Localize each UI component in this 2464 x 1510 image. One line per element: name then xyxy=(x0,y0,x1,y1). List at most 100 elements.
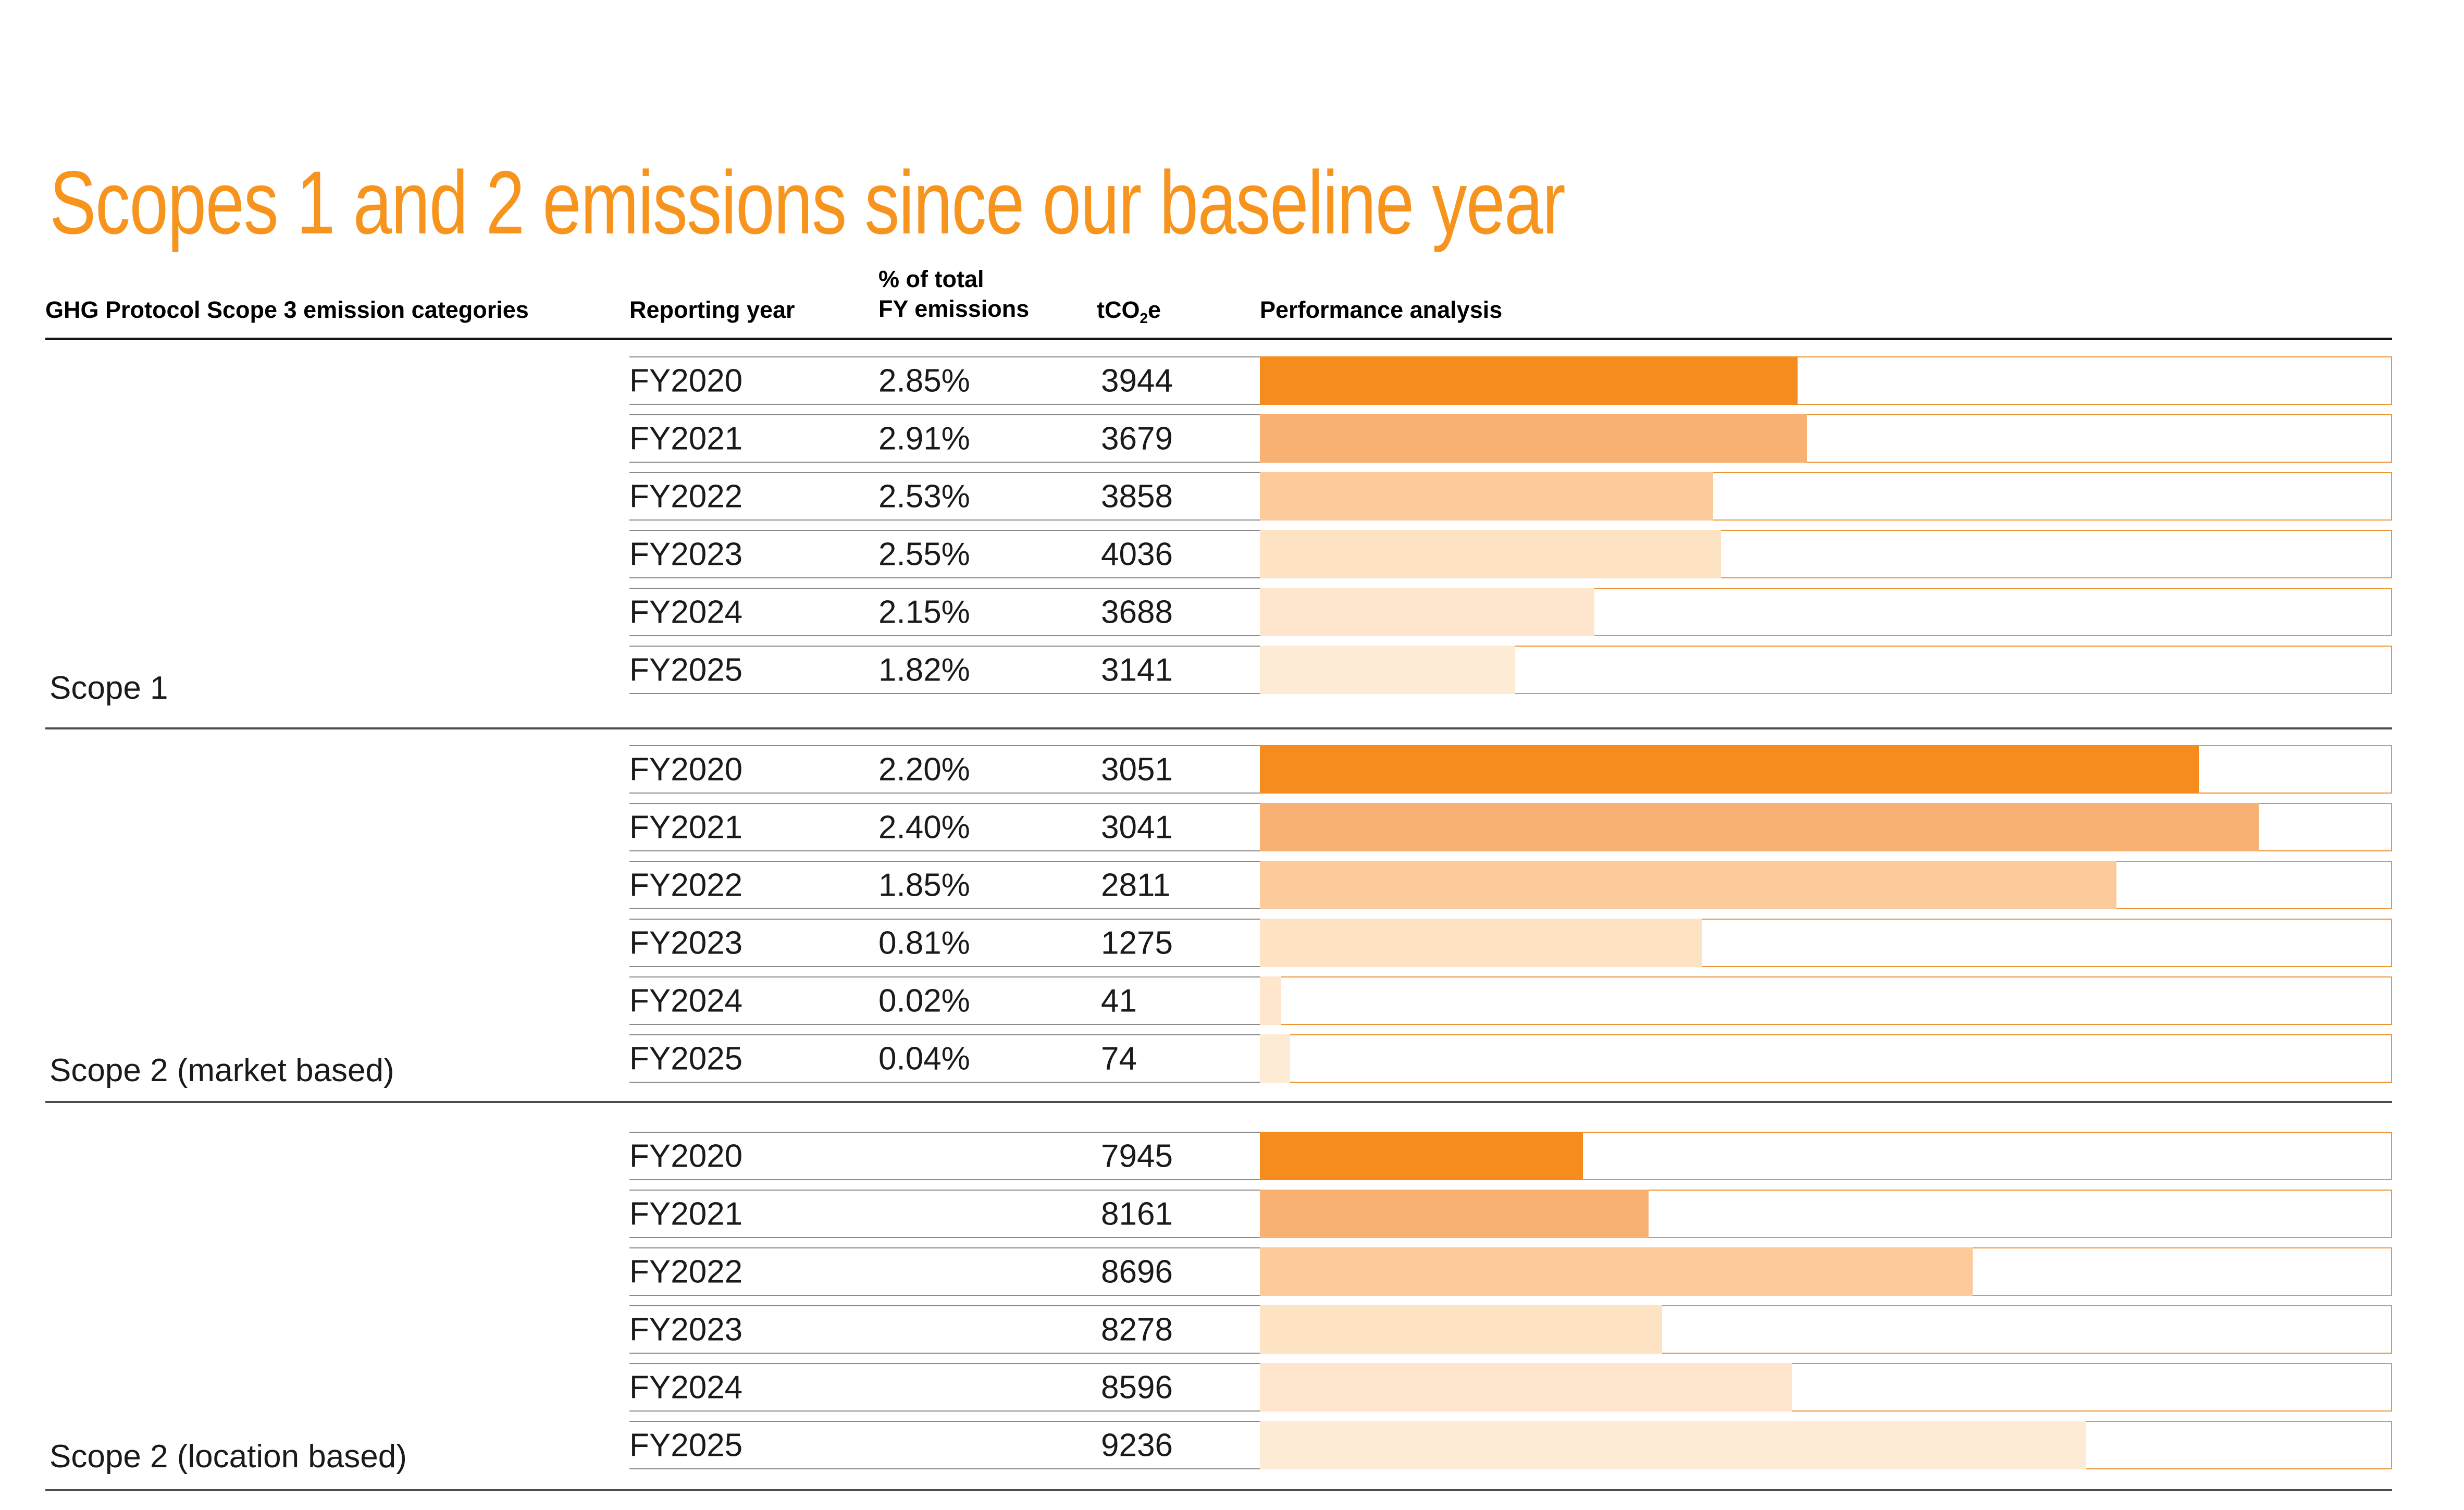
table-row: FY2020 2.85% 3944 xyxy=(45,356,2392,405)
reporting-year-cell: FY2020 xyxy=(629,1138,743,1174)
row-left-spacer xyxy=(45,530,629,578)
reporting-year-cell: FY2024 xyxy=(629,1369,743,1405)
performance-bar-fill xyxy=(1260,530,1721,578)
scope-label: Scope 2 (location based) xyxy=(49,1439,407,1475)
row-left-spacer xyxy=(45,803,629,851)
pct-of-total-cell: 1.85% xyxy=(878,867,970,903)
pct-header-line2: FY emissions xyxy=(878,295,1030,322)
table-row: FY2021 2.91% 3679 xyxy=(45,414,2392,463)
row-text-strip: FY2023 0.81% 1275 xyxy=(629,919,1260,967)
table-row: FY2025 9236 xyxy=(45,1421,2392,1469)
table-row: FY2024 8596 xyxy=(45,1363,2392,1412)
page-title: Scopes 1 and 2 emissions since our basel… xyxy=(49,153,1566,253)
row-text-strip: FY2021 8161 xyxy=(629,1190,1260,1238)
performance-bar-track xyxy=(1260,356,2392,405)
performance-bar-fill xyxy=(1260,1034,1291,1083)
column-header-reporting-year: Reporting year xyxy=(629,296,795,323)
performance-bar-fill xyxy=(1260,1305,1662,1354)
tco2e-cell: 74 xyxy=(1101,1041,1137,1076)
table-row: FY2023 0.81% 1275 xyxy=(45,919,2392,967)
performance-bar-fill xyxy=(1260,919,1702,967)
scope-label: Scope 1 xyxy=(49,670,168,706)
reporting-year-cell: FY2021 xyxy=(629,420,743,456)
reporting-year-cell: FY2023 xyxy=(629,536,743,572)
performance-bar-fill xyxy=(1260,588,1594,636)
row-left-spacer xyxy=(45,919,629,967)
tco2e-cell: 3858 xyxy=(1101,478,1173,514)
tco2e-cell: 8278 xyxy=(1101,1311,1173,1347)
pct-of-total-cell: 2.55% xyxy=(878,536,970,572)
reporting-year-cell: FY2022 xyxy=(629,867,743,903)
row-text-strip: FY2022 8696 xyxy=(629,1247,1260,1296)
row-text-strip: FY2021 2.91% 3679 xyxy=(629,414,1260,463)
scope-group-rows: FY2020 2.85% 3944 FY2021 2.91% 3679 FY xyxy=(45,356,2392,694)
performance-bar-track xyxy=(1260,588,2392,636)
reporting-year-cell: FY2025 xyxy=(629,652,743,688)
tco2e-cell: 9236 xyxy=(1101,1427,1173,1463)
row-text-strip: FY2022 1.85% 2811 xyxy=(629,861,1260,909)
table-row: FY2021 2.40% 3041 xyxy=(45,803,2392,851)
performance-bar-fill xyxy=(1260,1363,1792,1412)
performance-bar-track xyxy=(1260,919,2392,967)
row-text-strip: FY2023 2.55% 4036 xyxy=(629,530,1260,578)
tco2e-cell: 4036 xyxy=(1101,536,1173,572)
table-row: FY2024 0.02% 41 xyxy=(45,976,2392,1025)
performance-bar-track xyxy=(1260,861,2392,909)
tco2e-cell: 2811 xyxy=(1101,867,1171,903)
performance-bar-fill xyxy=(1260,976,1282,1025)
performance-bar-track xyxy=(1260,1421,2392,1469)
table-row: FY2020 7945 xyxy=(45,1132,2392,1180)
column-header-tco2e: tCO2e xyxy=(1097,295,1161,325)
row-text-strip: FY2024 0.02% 41 xyxy=(629,976,1260,1025)
tco2e-text: tCO xyxy=(1097,296,1140,323)
reporting-year-cell: FY2025 xyxy=(629,1041,743,1076)
row-text-strip: FY2020 7945 xyxy=(629,1132,1260,1180)
pct-of-total-cell: 1.82% xyxy=(878,652,970,688)
table-row: FY2025 0.04% 74 xyxy=(45,1034,2392,1083)
reporting-year-cell: FY2021 xyxy=(629,809,743,845)
performance-bar-track xyxy=(1260,803,2392,851)
performance-bar-fill xyxy=(1260,1132,1583,1180)
performance-bar-track xyxy=(1260,646,2392,694)
pct-of-total-cell: 2.53% xyxy=(878,478,970,514)
tco2e-cell: 3051 xyxy=(1101,751,1173,787)
pct-of-total-cell: 2.20% xyxy=(878,751,970,787)
row-left-spacer xyxy=(45,861,629,909)
performance-bar-fill xyxy=(1260,1421,2086,1469)
row-left-spacer xyxy=(45,745,629,794)
tco2e-cell: 8161 xyxy=(1101,1196,1173,1232)
tco2e-cell: 1275 xyxy=(1101,925,1173,961)
tco2e-cell: 3944 xyxy=(1101,363,1173,399)
performance-bar-fill xyxy=(1260,803,2259,851)
row-left-spacer xyxy=(45,976,629,1025)
table-body: FY2020 2.85% 3944 FY2021 2.91% 3679 FY xyxy=(45,356,2392,1491)
performance-bar-track xyxy=(1260,1247,2392,1296)
row-left-spacer xyxy=(45,1247,629,1296)
scope-group: FY2020 2.20% 3051 FY2021 2.40% 3041 FY xyxy=(45,745,2392,1103)
performance-bar-track xyxy=(1260,1363,2392,1412)
performance-bar-fill xyxy=(1260,745,2199,794)
tco2e-cell: 8696 xyxy=(1101,1254,1173,1290)
tco2e-cell: 3041 xyxy=(1101,809,1173,845)
reporting-year-cell: FY2022 xyxy=(629,1254,743,1290)
performance-bar-fill xyxy=(1260,472,1713,521)
column-header-pct-of-total: % of total FY emissions xyxy=(878,264,1029,324)
reporting-year-cell: FY2021 xyxy=(629,1196,743,1232)
tco2e-cell: 3688 xyxy=(1101,594,1173,630)
scope-label: Scope 2 (market based) xyxy=(49,1053,394,1088)
pct-of-total-cell: 2.85% xyxy=(878,363,970,399)
scope-group-rows: FY2020 2.20% 3051 FY2021 2.40% 3041 FY xyxy=(45,745,2392,1083)
row-left-spacer xyxy=(45,356,629,405)
table-row: FY2020 2.20% 3051 xyxy=(45,745,2392,794)
row-left-spacer xyxy=(45,1190,629,1238)
performance-bar-track xyxy=(1260,472,2392,521)
pct-of-total-cell: 2.15% xyxy=(878,594,970,630)
reporting-year-cell: FY2024 xyxy=(629,594,743,630)
pct-of-total-cell: 0.04% xyxy=(878,1041,970,1076)
row-text-strip: FY2025 9236 xyxy=(629,1421,1260,1469)
performance-bar-track xyxy=(1260,530,2392,578)
performance-bar-track xyxy=(1260,1034,2392,1083)
reporting-year-cell: FY2020 xyxy=(629,363,743,399)
table-row: FY2023 8278 xyxy=(45,1305,2392,1354)
